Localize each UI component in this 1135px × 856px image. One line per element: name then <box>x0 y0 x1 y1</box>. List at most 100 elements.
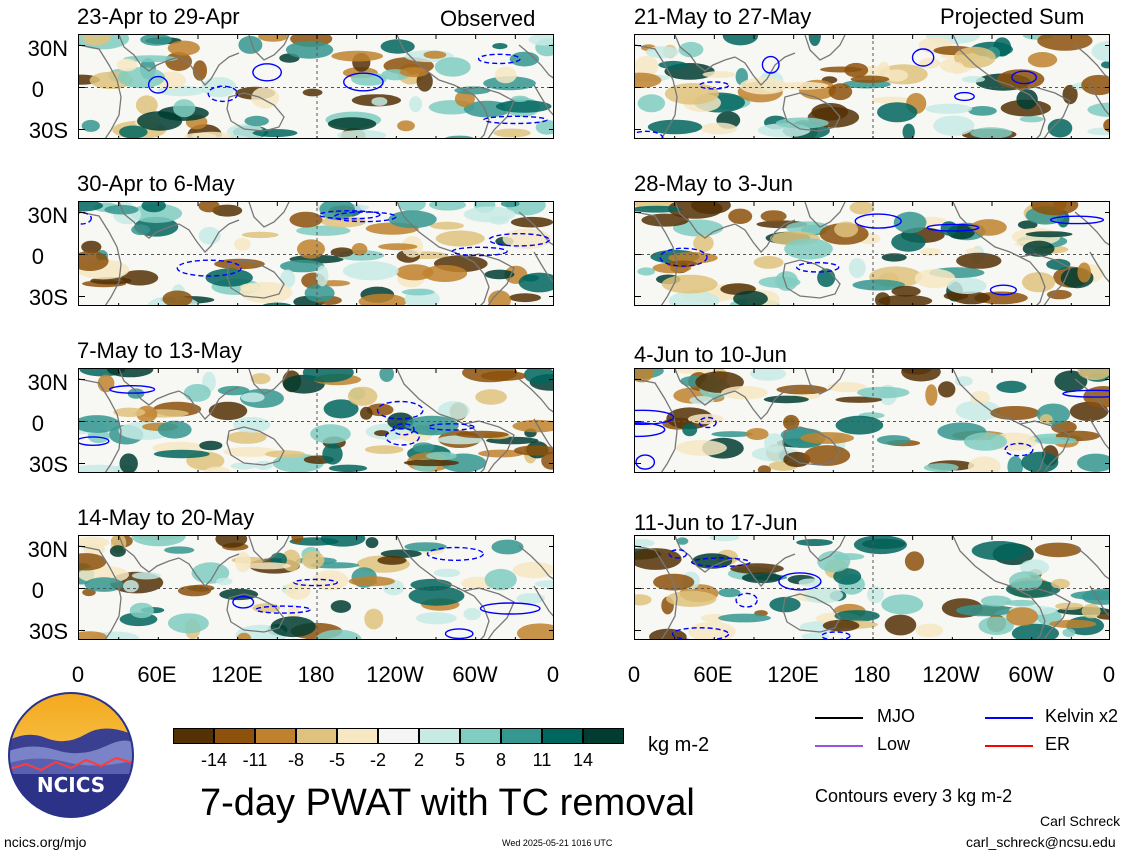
anomaly-shading <box>1034 542 1082 558</box>
anomaly-shading <box>240 392 265 403</box>
anomaly-shading <box>1101 61 1109 69</box>
kelvin-contour <box>333 211 397 223</box>
anomaly-shading <box>915 623 944 638</box>
map-panel-3 <box>78 201 554 306</box>
coastline <box>226 426 285 466</box>
footer-url: ncics.org/mjo <box>4 834 87 850</box>
anomaly-shading <box>978 616 1014 635</box>
anomaly-shading <box>1047 289 1072 300</box>
anomaly-shading <box>396 264 434 281</box>
coastline <box>635 378 678 472</box>
anomaly-shading <box>953 46 996 69</box>
kelvin-contour <box>483 115 548 125</box>
coastline <box>248 202 290 228</box>
anomaly-shading <box>664 83 719 105</box>
anomaly-shading <box>700 122 737 135</box>
anomaly-shading <box>131 572 161 580</box>
anomaly-shading <box>996 380 1027 393</box>
lon-label: 180 <box>853 662 891 687</box>
contours-note: Contours every 3 kg m-2 <box>815 786 1013 806</box>
anomaly-shading <box>970 390 990 405</box>
kelvin-contour <box>668 549 688 559</box>
anomaly-shading <box>135 95 158 115</box>
anomaly-shading <box>641 213 689 227</box>
anomaly-shading <box>1087 102 1109 117</box>
coastline <box>674 369 736 406</box>
coastline <box>952 369 1021 425</box>
coastline <box>674 202 736 239</box>
anomaly-shading <box>718 588 741 598</box>
coastline <box>248 369 290 395</box>
anomaly-shading <box>328 464 368 472</box>
anomaly-shading <box>828 83 853 101</box>
panel-title-6: 4-Jun to 10-Jun <box>634 342 787 367</box>
lon-label: 0 <box>546 662 560 687</box>
anomaly-shading <box>316 265 329 287</box>
anomaly-shading <box>167 40 200 56</box>
anomaly-shading <box>223 446 279 457</box>
anomaly-shading <box>835 396 883 403</box>
anomaly-shading <box>408 586 465 606</box>
anomaly-shading <box>1049 619 1097 629</box>
kelvin-contour <box>444 628 474 639</box>
colorbar-swatch <box>337 728 378 744</box>
lat-label-30n: 30N <box>27 370 68 395</box>
coastline <box>782 426 841 466</box>
anomaly-shading <box>480 370 527 381</box>
anomaly-shading <box>523 369 553 384</box>
anomaly-shading <box>435 230 485 247</box>
contour-legend: MJO Kelvin x2 Low ER <box>815 704 1125 764</box>
anomaly-shading <box>366 403 394 417</box>
lon-label: 0 <box>627 662 641 687</box>
coastline <box>1089 84 1109 116</box>
anomaly-shading <box>687 414 724 424</box>
lat-label-30s: 30S <box>28 452 68 477</box>
anomaly-shading <box>380 549 422 558</box>
anomaly-shading <box>668 290 720 305</box>
lat-label-eq: 0 <box>31 77 44 102</box>
anomaly-shading <box>970 219 1007 236</box>
anomaly-shading <box>455 430 509 439</box>
anomaly-shading <box>79 553 107 571</box>
anomaly-shading <box>902 123 915 138</box>
anomaly-shading <box>721 386 768 400</box>
coastline <box>463 256 490 305</box>
coastline <box>226 92 285 132</box>
coastline <box>79 44 122 138</box>
anomaly-shading <box>635 55 659 77</box>
map-panel-7 <box>78 535 554 640</box>
anomaly-shading <box>491 539 524 555</box>
anomaly-shading <box>302 88 323 97</box>
anomaly-shading <box>285 580 311 600</box>
anomaly-shading <box>494 66 517 84</box>
anomaly-shading <box>511 95 529 102</box>
anomaly-shading <box>1046 258 1071 270</box>
coastline <box>1019 590 1046 639</box>
anomaly-shading <box>79 202 104 212</box>
anomaly-shading <box>509 293 541 303</box>
kelvin-contour <box>488 232 551 247</box>
anomaly-shading <box>739 77 788 95</box>
anomaly-shading <box>1019 116 1044 123</box>
anomaly-shading <box>137 111 183 131</box>
kelvin-contour <box>635 409 675 425</box>
coastline <box>118 35 180 72</box>
footer-author: Carl Schreck <box>1040 813 1121 829</box>
kelvin-contour <box>232 595 255 609</box>
coastline <box>1019 420 1071 472</box>
lon-label: 60E <box>137 662 177 687</box>
anomaly-shading <box>722 35 759 46</box>
anomaly-shading <box>925 103 973 114</box>
anomaly-shading <box>1034 436 1077 444</box>
anomaly-shading <box>955 400 1001 421</box>
anomaly-shading <box>688 621 736 639</box>
coastline <box>79 211 122 305</box>
coastline <box>734 553 796 587</box>
legend-line-low <box>815 745 863 747</box>
coastline <box>804 369 846 395</box>
anomaly-shading <box>522 274 539 282</box>
anomaly-shading <box>733 290 768 305</box>
colorbar-tick-label: -11 <box>242 750 268 770</box>
lat-label-30s: 30S <box>28 118 68 143</box>
kelvin-contour <box>989 284 1017 296</box>
